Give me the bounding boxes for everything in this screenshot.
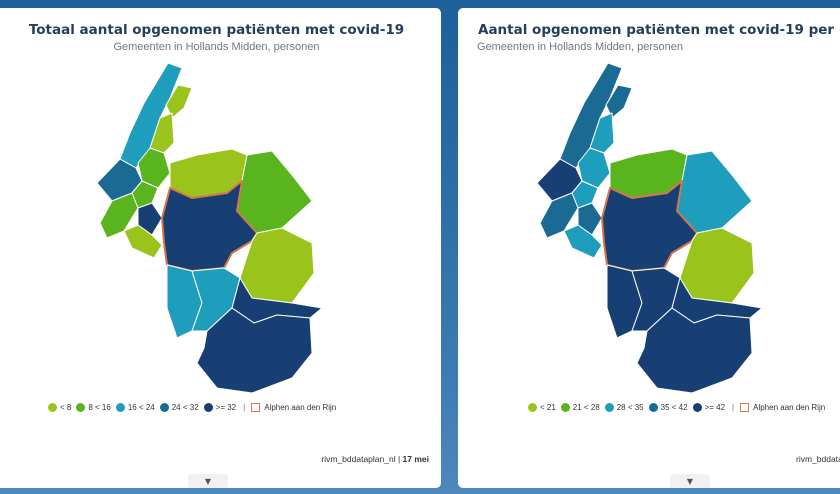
legend-item: 8 < 16 (76, 403, 111, 412)
region-nieuwkoop[interactable] (676, 150, 753, 234)
map-card-total: Totaal aantal opgenomen patiënten met co… (0, 8, 441, 488)
region-noordwijk[interactable] (149, 112, 175, 154)
region-alphen-aan-den-rijn[interactable] (601, 180, 698, 272)
source-credit: rivm_bddataplan_nl | 17 mei (321, 454, 429, 464)
legend-item: 24 < 32 (159, 403, 199, 412)
legend-highlight: Alphen aan den Rijn (740, 403, 825, 412)
legend-item: < 21 (528, 403, 556, 412)
region-noordwijk[interactable] (589, 112, 615, 154)
legend-item: 21 < 28 (560, 403, 600, 412)
chart-subtitle: Gemeenten in Hollands Midden, personen (113, 41, 320, 53)
choropleth-map (536, 63, 763, 394)
chart-subtitle: Gemeenten in Hollands Midden, personen (476, 41, 684, 53)
region-nieuwkoop[interactable] (236, 150, 313, 234)
map-legend: < 21 21 < 28 28 < 35 35 < 42 >= 42 | Alp… (528, 403, 830, 412)
region-krimpenerwaard[interactable] (196, 307, 313, 394)
region-leiderdorp[interactable] (563, 224, 603, 259)
map-card-per-100k: Aantal opgenomen patiënten met covid-19 … (458, 8, 840, 488)
legend-item: >= 42 (692, 403, 725, 412)
chart-title: Totaal aantal opgenomen patiënten met co… (28, 22, 405, 38)
expand-tab-chevron-down-icon[interactable]: ▼ (188, 474, 228, 488)
source-credit: rivm_bddata (796, 454, 840, 464)
chart-title: Aantal opgenomen patiënten met covid-19 … (478, 22, 840, 38)
legend-item: >= 32 (203, 403, 236, 412)
legend-item: < 8 (48, 403, 71, 412)
choropleth-map (96, 63, 323, 394)
region-leiden[interactable] (137, 202, 163, 236)
legend-highlight: Alphen aan den Rijn (251, 403, 336, 412)
legend-separator: | (732, 403, 735, 412)
legend-item: 16 < 24 (115, 403, 155, 412)
legend-separator: | (243, 403, 246, 412)
expand-tab-chevron-down-icon[interactable]: ▼ (670, 474, 710, 488)
map-legend: < 8 8 < 16 16 < 24 24 < 32 >= 32 | Alphe… (48, 403, 341, 412)
region-leiderdorp[interactable] (123, 224, 163, 259)
region-noordwijkerhout[interactable] (605, 84, 633, 119)
legend-item: 35 < 42 (648, 403, 688, 412)
region-krimpenerwaard[interactable] (636, 307, 753, 394)
region-alphen-aan-den-rijn[interactable] (161, 180, 258, 272)
region-noordwijkerhout[interactable] (165, 84, 193, 119)
region-leiden[interactable] (577, 202, 603, 236)
legend-item: 28 < 35 (604, 403, 644, 412)
